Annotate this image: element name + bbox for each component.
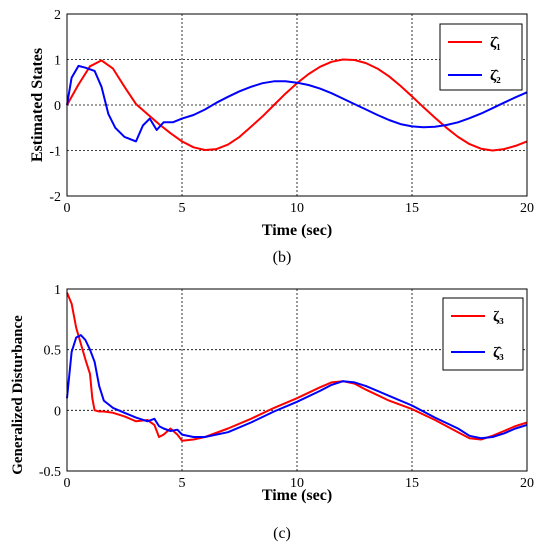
ytick-label-b-3: 1 (54, 54, 61, 69)
xtick-label-c-1: 5 (179, 476, 186, 491)
ytick-label-c-2: 0.5 (44, 344, 62, 359)
ylabel-c: Generalized Disturbance (10, 315, 26, 475)
chart-panel-b: 0 5 10 15 20 -2 -1 0 1 2 Estimated States Time (s… (29, 8, 534, 266)
xtick-label-c-2: 10 (290, 476, 304, 491)
xtick-label-c-0: 0 (64, 476, 71, 491)
legend-label-c-1: ζ̂₃ (493, 345, 504, 361)
legend-box-b (439, 23, 523, 91)
series-group-c (66, 292, 528, 442)
series-line-c-1 (66, 334, 528, 440)
ytick-label-b-1: -1 (49, 145, 61, 160)
legend-label-b-0: ζ̂₁ (490, 35, 501, 51)
legend-box-c (442, 297, 524, 371)
series-group-b (66, 58, 528, 152)
legend-b: ζ̂₁ ζ̂₂ (439, 23, 523, 91)
xtick-label-b-0: 0 (64, 201, 71, 216)
chart-panel-c: 0 5 10 15 20-0.500.51 Generalized Disturbanc… (10, 283, 534, 542)
ytick-label-b-2: 0 (54, 99, 61, 114)
series-line-c-0 (66, 292, 528, 442)
xtick-label-b-3: 15 (405, 201, 419, 216)
xtick-label-b-2: 10 (290, 201, 304, 216)
ytick-label-c-3: 1 (54, 283, 61, 298)
xtick-label-c-4: 20 (520, 476, 534, 491)
xlabel-c: Time (sec) (262, 487, 332, 504)
legend-c: ζ₃ ζ̂₃ (442, 297, 524, 371)
caption-b: (b) (273, 249, 292, 266)
axes-frame-b (66, 13, 528, 197)
grid-b (67, 14, 527, 196)
ytick-label-c-0: -0.5 (39, 465, 61, 480)
ticks-b: 0 5 10 15 20 -2 -1 0 1 2 (49, 8, 534, 216)
series-line-b-1 (66, 64, 528, 143)
xlabel-b: Time (sec) (262, 222, 332, 239)
caption-c: (c) (273, 525, 291, 542)
ytick-label-c-1: 0 (54, 404, 61, 419)
xtick-label-c-3: 15 (405, 476, 419, 491)
legend-label-c-0: ζ₃ (493, 309, 504, 325)
grid-c (67, 289, 527, 471)
axes-frame-c (66, 288, 528, 472)
ylabel-b: Estimated States (29, 48, 46, 162)
xtick-label-b-1: 5 (179, 201, 186, 216)
xtick-label-b-4: 20 (520, 201, 534, 216)
ytick-label-b-0: -2 (49, 190, 61, 205)
ytick-label-b-4: 2 (54, 8, 61, 23)
legend-label-b-1: ζ̂₂ (490, 68, 501, 84)
ticks-c: 0 5 10 15 20-0.500.51 (39, 283, 534, 491)
